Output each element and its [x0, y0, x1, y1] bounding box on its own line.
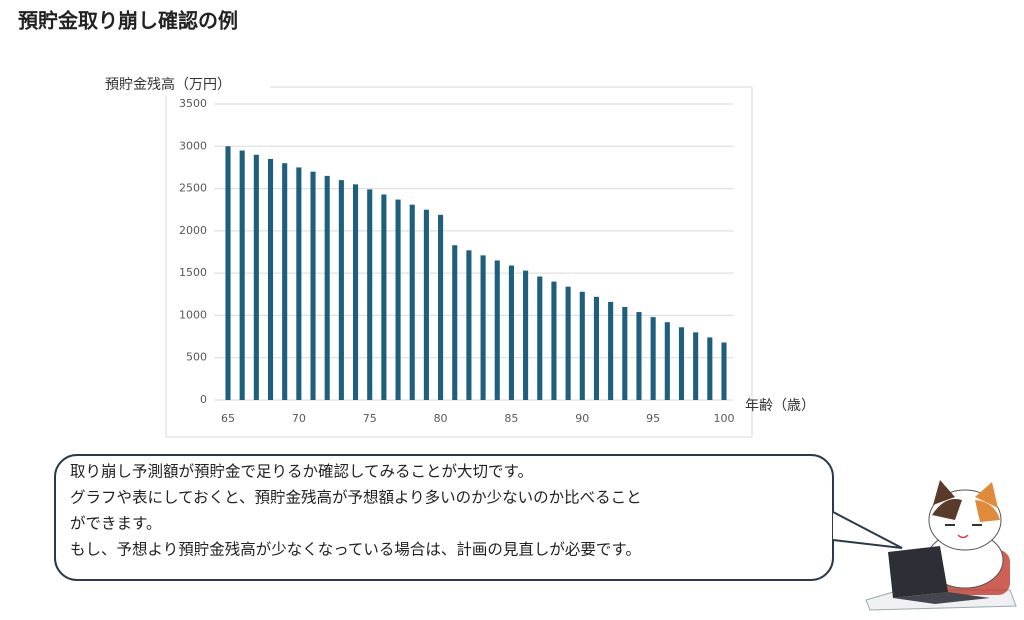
- bar: [508, 265, 514, 400]
- x-tick-label: 100: [714, 412, 735, 425]
- bar: [593, 296, 600, 400]
- y-tick-label: 1000: [179, 308, 207, 321]
- y-tick-label: 3500: [179, 97, 207, 110]
- cat-illustration: [865, 480, 1017, 611]
- y-tick-label: 2000: [179, 224, 207, 237]
- bar: [622, 306, 628, 400]
- bar: [438, 214, 444, 400]
- bar: [537, 276, 543, 400]
- bar: [296, 167, 302, 400]
- bar: [523, 270, 529, 400]
- y-tick-label: 3000: [179, 139, 207, 152]
- x-tick-label: 95: [646, 412, 660, 425]
- label-bg: [100, 74, 270, 96]
- bar: [678, 327, 685, 400]
- annotation-line: もし、予想より預貯金残高が少なくなっている場合は、計画の見直しが必要です。: [70, 541, 641, 559]
- bar: [324, 175, 330, 400]
- bar: [409, 204, 415, 400]
- bar: [466, 250, 472, 400]
- bar: [367, 189, 373, 400]
- annotation-line: 取り崩し予測額が預貯金で足りるか確認してみることが大切です。: [70, 463, 533, 481]
- x-tick-label: 70: [292, 412, 306, 425]
- bar: [636, 312, 642, 400]
- x-axis-label: 年齢（歳）: [745, 398, 815, 414]
- bubble-tail: [832, 511, 903, 549]
- y-axis-label: 預貯金残高（万円）: [105, 76, 231, 93]
- annotation-line: ができます。: [70, 515, 161, 533]
- page-title: 預貯金取り崩し確認の例: [18, 9, 238, 33]
- bar: [452, 245, 458, 400]
- bar: [494, 260, 500, 400]
- bar: [579, 291, 585, 400]
- bar: [338, 180, 344, 400]
- annotation-line: グラフや表にしておくと、預貯金残高が予想額より多いのか少ないのか比べること: [70, 489, 642, 507]
- bar: [239, 150, 245, 400]
- bar: [253, 154, 259, 400]
- bar: [480, 255, 486, 400]
- x-tick-label: 90: [575, 412, 589, 425]
- bar: [352, 184, 359, 400]
- bar: [395, 199, 401, 400]
- y-tick-label: 2500: [179, 182, 207, 195]
- bar: [423, 209, 429, 400]
- bar: [650, 317, 656, 400]
- x-tick-label: 75: [363, 412, 377, 425]
- bar: [267, 158, 274, 400]
- bar: [693, 332, 699, 400]
- bar: [551, 281, 557, 400]
- bar: [310, 171, 316, 400]
- bar: [664, 322, 670, 400]
- bar: [381, 194, 387, 400]
- bar: [707, 337, 713, 400]
- chart-frame: [165, 86, 753, 438]
- bar: [565, 286, 571, 400]
- bar: [608, 301, 614, 400]
- x-tick-label: 85: [504, 412, 518, 425]
- y-tick-label: 1500: [179, 266, 207, 279]
- bar: [721, 342, 727, 400]
- bar: [282, 163, 288, 400]
- x-tick-label: 80: [434, 412, 448, 425]
- y-tick-label: 0: [200, 393, 207, 406]
- x-tick-label: 65: [221, 412, 235, 425]
- y-tick-label: 500: [186, 351, 207, 364]
- bar: [225, 146, 231, 400]
